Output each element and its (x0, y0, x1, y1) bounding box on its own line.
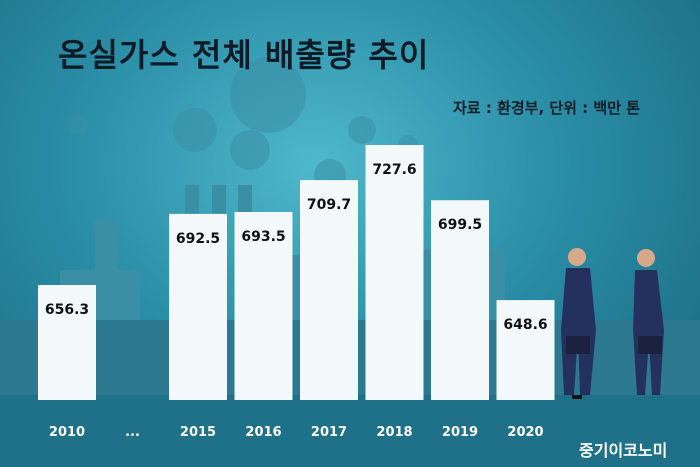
x-tick-label-2015: 2015 (180, 425, 216, 440)
x-tick-label-2017: 2017 (311, 425, 347, 440)
brand-logo-text: 중기이코노미 (579, 441, 668, 460)
x-tick-labels-group: 2010... 2015 2016 2017 2018 2019 2020 (49, 425, 544, 440)
value-label-2010: 656.3 (45, 302, 89, 318)
value-label-2017: 709.7 (307, 197, 351, 213)
bar-2016 (234, 212, 293, 400)
x-tick-label-ellipsis: ... (125, 425, 140, 440)
value-label-2016: 693.5 (241, 229, 285, 245)
x-tick-label-2010: 2010 (49, 425, 85, 440)
value-label-2020: 648.6 (503, 317, 547, 333)
bar-2020 (496, 300, 555, 400)
value-labels-group: 656.3 692.5 693.5 709.7 727.6 699.5 648.6 (45, 162, 548, 333)
x-tick-label-2019: 2019 (442, 425, 478, 440)
x-tick-label-2020: 2020 (507, 425, 543, 440)
value-label-2018: 727.6 (372, 162, 416, 178)
value-label-2015: 692.5 (176, 231, 220, 247)
source-unit-note: 자료 : 환경부, 단위 : 백만 톤 (453, 99, 641, 117)
bar-2015 (169, 213, 227, 400)
bar-2018 (365, 145, 424, 400)
value-label-2019: 699.5 (438, 217, 482, 233)
ground-band (0, 395, 700, 467)
bar-2010 (38, 285, 96, 400)
chart-title: 온실가스 전체 배출량 추이 (58, 36, 430, 74)
bar-2017 (300, 180, 358, 400)
x-tick-label-2016: 2016 (245, 425, 281, 440)
x-tick-label-2018: 2018 (376, 425, 412, 440)
bars-group (38, 145, 555, 400)
businessman-figure (561, 248, 596, 399)
bar-2019 (431, 200, 489, 400)
businesswoman-figure (633, 249, 664, 395)
